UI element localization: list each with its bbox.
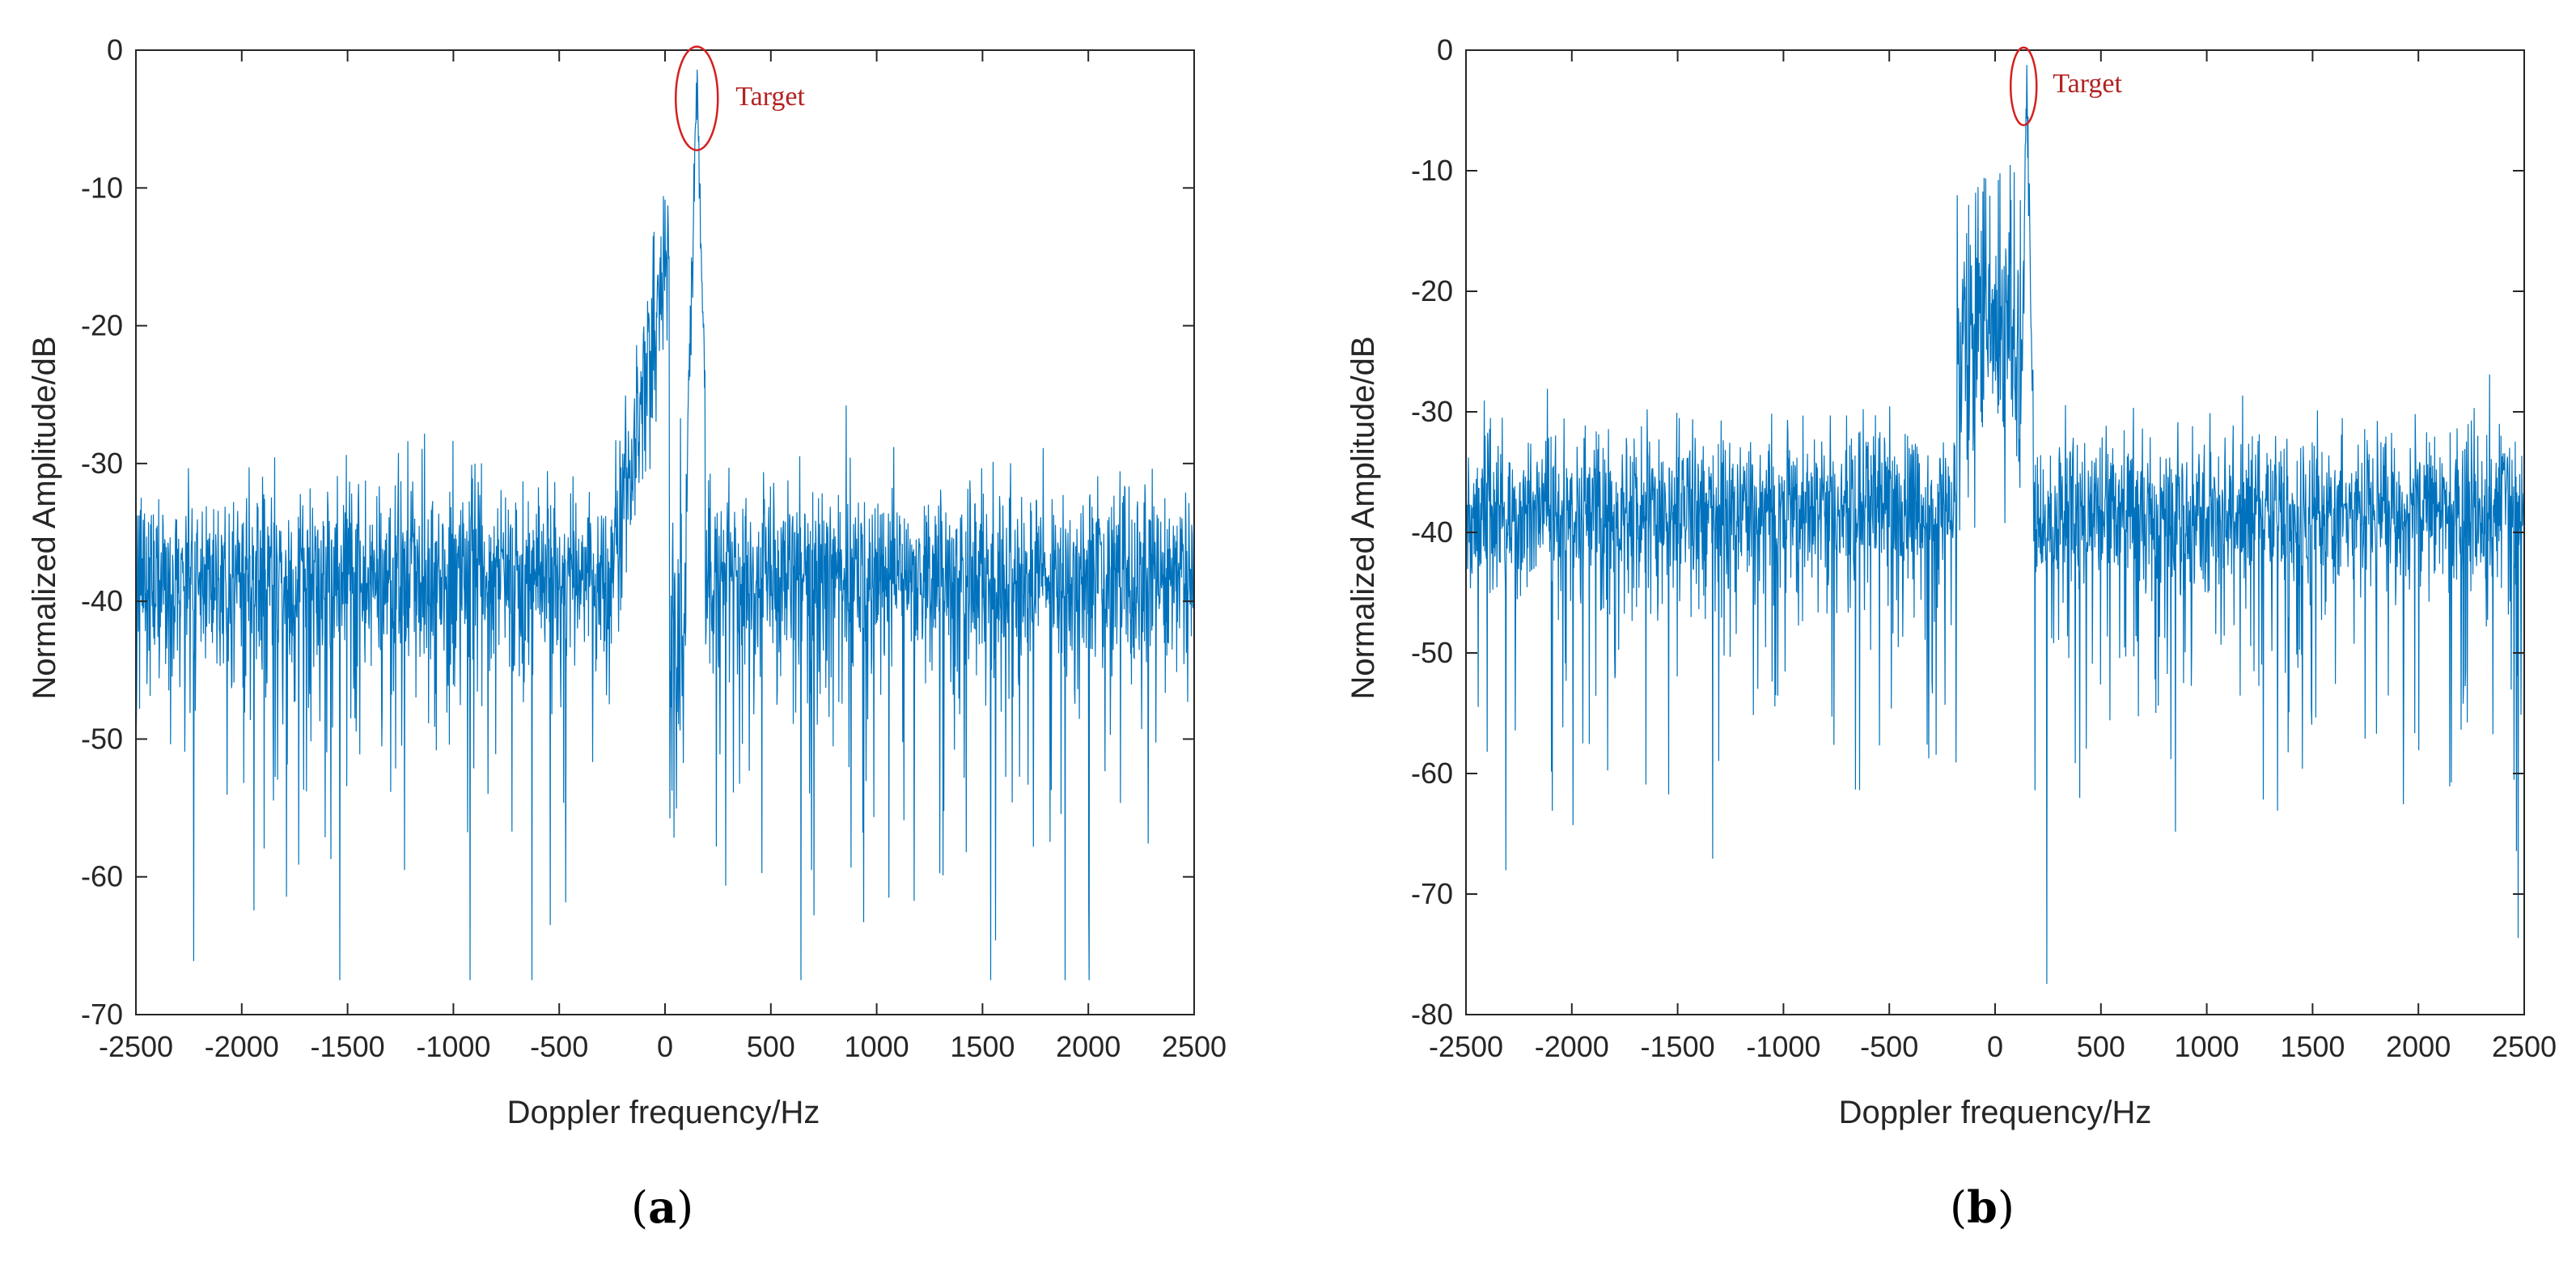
x-tick-label: 1000 <box>2175 1030 2239 1063</box>
x-tick-label: 2000 <box>1056 1030 1121 1063</box>
x-tick-label: -2000 <box>205 1030 279 1063</box>
y-tick-label: -10 <box>1411 154 1453 187</box>
y-tick-label: -30 <box>1411 395 1453 428</box>
y-axis-label: Normalized Amplitude/dB <box>1345 336 1381 699</box>
x-tick-label: -2000 <box>1535 1030 1609 1063</box>
x-tick-label: -2500 <box>99 1030 173 1063</box>
x-tick-label: -1500 <box>1641 1030 1715 1063</box>
x-tick-label: -1500 <box>311 1030 385 1063</box>
x-tick-label: 500 <box>2077 1030 2125 1063</box>
target-marker-ellipse <box>2009 46 2038 126</box>
x-tick-label: -1000 <box>416 1030 490 1063</box>
x-axis-label: Doppler frequency/Hz <box>1839 1095 2152 1130</box>
y-tick-label: -40 <box>1411 515 1453 549</box>
caption-a: (a) <box>631 1181 694 1233</box>
y-tick-label: -50 <box>1411 636 1453 669</box>
y-axis-label: Normalized Amplitude/dB <box>27 336 62 699</box>
y-tick-label: -40 <box>81 584 123 617</box>
y-tick-label: -70 <box>81 998 123 1031</box>
x-tick-label: -2500 <box>1429 1030 1503 1063</box>
y-tick-label: -70 <box>1411 877 1453 910</box>
spectrum-trace-group <box>135 70 1195 981</box>
y-tick-label: -30 <box>81 447 123 480</box>
x-tick-label: 1500 <box>2280 1030 2345 1063</box>
x-axis-label: Doppler frequency/Hz <box>507 1095 820 1130</box>
y-tick-label: -10 <box>81 171 123 204</box>
y-tick-label: -60 <box>1411 757 1453 790</box>
chart-panel-a: -2500 -2000 -1500 -1000 -500 0 500 1000 1500 2000… <box>27 33 1227 1130</box>
x-tick-label: 2500 <box>1162 1030 1227 1063</box>
y-tick-label: 0 <box>1437 33 1453 66</box>
x-tick-label: 0 <box>657 1030 673 1063</box>
x-tick-label: -1000 <box>1746 1030 1820 1063</box>
x-tick-label: 2500 <box>2492 1030 2557 1063</box>
x-tick-label: 0 <box>1987 1030 2003 1063</box>
target-annotation-label: Target <box>735 82 805 112</box>
x-tick-label: 2000 <box>2386 1030 2451 1063</box>
x-tick-label: 500 <box>747 1030 795 1063</box>
target-marker-ellipse <box>674 45 719 151</box>
caption-b: (b) <box>1950 1181 2015 1233</box>
chart-panel-b: -2500 -2000 -1500 -1000 -500 0 500 1000 1500 2000… <box>1345 33 2557 1130</box>
x-tick-label: -500 <box>1860 1030 1918 1063</box>
y-tick-label: -20 <box>81 309 123 342</box>
x-tick-label: 1000 <box>845 1030 909 1063</box>
target-annotation-label: Target <box>2053 69 2122 99</box>
y-tick-label: -50 <box>81 722 123 755</box>
x-tick-label: 1500 <box>950 1030 1015 1063</box>
spectrum-trace <box>135 70 1195 981</box>
y-tick-label: -80 <box>1411 998 1453 1031</box>
plot-frame <box>135 49 1195 1015</box>
spectrum-trace <box>1465 65 2525 985</box>
spectrum-trace-group <box>1465 65 2525 985</box>
y-tick-label: 0 <box>107 33 123 66</box>
y-tick-label: -60 <box>81 860 123 893</box>
y-tick-label: -20 <box>1411 274 1453 307</box>
x-tick-label: -500 <box>530 1030 588 1063</box>
